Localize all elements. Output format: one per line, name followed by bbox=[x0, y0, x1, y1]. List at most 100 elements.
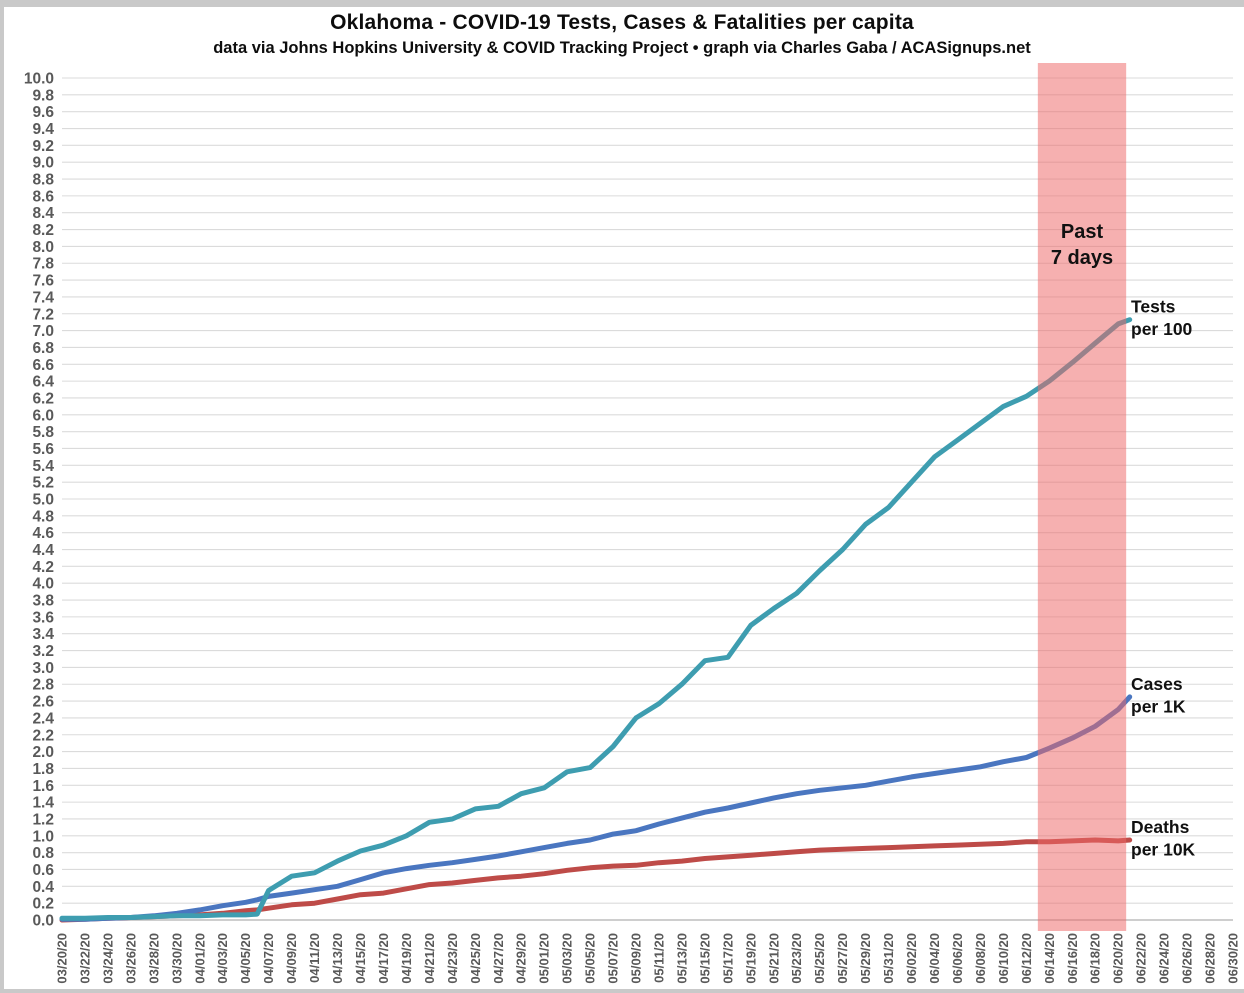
x-tick-label: 03/22/20 bbox=[77, 933, 92, 984]
annotation-deaths: per 10K bbox=[1131, 840, 1196, 860]
x-tick-label: 04/11/20 bbox=[307, 933, 322, 983]
x-tick-label: 04/21/20 bbox=[422, 933, 437, 984]
x-tick-label: 04/13/20 bbox=[330, 933, 345, 984]
x-tick-label: 04/01/20 bbox=[192, 933, 207, 984]
x-tick-label: 05/07/20 bbox=[606, 933, 621, 984]
y-tick-label: 1.2 bbox=[32, 811, 54, 828]
annotation-tests: Tests bbox=[1131, 297, 1176, 317]
x-tick-label: 04/07/20 bbox=[261, 933, 276, 984]
x-tick-label: 03/26/20 bbox=[123, 933, 138, 984]
x-tick-label: 04/15/20 bbox=[353, 933, 368, 984]
y-tick-label: 9.6 bbox=[32, 104, 54, 121]
y-tick-label: 3.8 bbox=[32, 593, 54, 610]
x-tick-label: 05/27/20 bbox=[835, 933, 850, 984]
x-tick-label: 05/23/20 bbox=[789, 933, 804, 984]
y-tick-label: 2.6 bbox=[32, 694, 54, 711]
x-tick-label: 06/22/20 bbox=[1134, 933, 1149, 984]
x-tick-label: 04/23/20 bbox=[445, 933, 460, 984]
y-tick-label: 3.2 bbox=[32, 643, 54, 660]
annotation-cases: Cases bbox=[1131, 674, 1183, 694]
window-border-top bbox=[0, 0, 1244, 7]
x-tick-label: 04/29/20 bbox=[514, 933, 529, 984]
x-tick-label: 06/14/20 bbox=[1042, 933, 1057, 984]
y-tick-label: 7.4 bbox=[32, 289, 54, 306]
annotation-cases: per 1K bbox=[1131, 696, 1186, 716]
window-border-left bbox=[0, 0, 4, 993]
x-tick-label: 05/13/20 bbox=[674, 933, 689, 984]
y-tick-label: 4.2 bbox=[32, 559, 54, 576]
y-tick-label: 2.2 bbox=[32, 727, 54, 744]
y-tick-label: 9.0 bbox=[32, 155, 54, 172]
y-tick-label: 8.0 bbox=[32, 239, 54, 256]
y-tick-label: 2.0 bbox=[32, 744, 54, 761]
deaths-line bbox=[59, 837, 1133, 923]
y-tick-label: 5.0 bbox=[32, 492, 54, 509]
y-tick-label: 6.6 bbox=[32, 357, 54, 374]
y-tick-label: 4.8 bbox=[32, 508, 54, 525]
window-border-bottom bbox=[0, 989, 1244, 993]
y-tick-label: 5.2 bbox=[32, 475, 54, 492]
annotation-tests: per 100 bbox=[1131, 319, 1193, 339]
chart-subtitle: data via Johns Hopkins University & COVI… bbox=[213, 39, 1031, 57]
past-7-days-label: Past bbox=[1061, 221, 1104, 243]
x-tick-label: 06/10/20 bbox=[996, 933, 1011, 984]
y-tick-label: 7.0 bbox=[32, 323, 54, 340]
y-tick-label: 4.0 bbox=[32, 576, 54, 593]
chart-title: Oklahoma - COVID-19 Tests, Cases & Fatal… bbox=[330, 11, 914, 34]
y-tick-label: 1.6 bbox=[32, 778, 54, 795]
x-tick-label: 06/06/20 bbox=[950, 933, 965, 984]
x-tick-label: 05/05/20 bbox=[583, 933, 598, 984]
x-tick-label: 05/17/20 bbox=[720, 933, 735, 984]
x-tick-label: 05/09/20 bbox=[629, 933, 644, 984]
y-tick-label: 1.4 bbox=[32, 795, 54, 812]
x-tick-label: 06/20/20 bbox=[1111, 933, 1126, 984]
x-tick-label: 04/27/20 bbox=[491, 933, 506, 984]
y-tick-label: 6.4 bbox=[32, 374, 54, 391]
y-tick-label: 9.4 bbox=[32, 121, 54, 138]
x-tick-label: 03/24/20 bbox=[100, 933, 115, 984]
y-tick-label: 3.6 bbox=[32, 609, 54, 626]
x-tick-label: 05/25/20 bbox=[812, 933, 827, 984]
y-tick-label: 8.6 bbox=[32, 188, 54, 205]
x-tick-label: 06/08/20 bbox=[973, 933, 988, 984]
y-tick-label: 9.8 bbox=[32, 87, 54, 104]
y-tick-label: 4.6 bbox=[32, 525, 54, 542]
x-tick-label: 05/01/20 bbox=[537, 933, 552, 984]
x-tick-label: 05/29/20 bbox=[858, 933, 873, 984]
y-tick-label: 5.8 bbox=[32, 424, 54, 441]
x-tick-label: 05/19/20 bbox=[743, 933, 758, 984]
y-tick-label: 3.0 bbox=[32, 660, 54, 677]
x-tick-label: 06/04/20 bbox=[927, 933, 942, 984]
x-tick-label: 06/30/20 bbox=[1226, 933, 1241, 984]
x-tick-label: 05/15/20 bbox=[697, 933, 712, 984]
annotation-deaths: Deaths bbox=[1131, 817, 1190, 837]
x-tick-label: 04/09/20 bbox=[284, 933, 299, 984]
y-tick-label: 0.0 bbox=[32, 913, 54, 930]
x-tick-label: 06/02/20 bbox=[904, 933, 919, 984]
x-tick-label: 04/19/20 bbox=[399, 933, 414, 984]
y-tick-label: 1.8 bbox=[32, 761, 54, 778]
y-tick-label: 6.8 bbox=[32, 340, 54, 357]
x-tick-label: 04/05/20 bbox=[238, 933, 253, 984]
y-tick-label: 0.8 bbox=[32, 845, 54, 862]
x-tick-label: 04/25/20 bbox=[468, 933, 483, 984]
past-7-days-band bbox=[1037, 63, 1127, 931]
y-tick-label: 1.0 bbox=[32, 828, 54, 845]
y-tick-label: 2.8 bbox=[32, 677, 54, 694]
y-tick-label: 0.6 bbox=[32, 862, 54, 879]
tests-line bbox=[59, 317, 1133, 921]
y-tick-label: 7.8 bbox=[32, 256, 54, 273]
x-tick-label: 06/16/20 bbox=[1065, 933, 1080, 984]
y-tick-label: 6.0 bbox=[32, 407, 54, 424]
x-tick-label: 05/21/20 bbox=[766, 933, 781, 984]
x-tick-label: 04/03/20 bbox=[215, 933, 230, 984]
x-tick-label: 06/12/20 bbox=[1019, 933, 1034, 984]
cases-line bbox=[59, 694, 1133, 922]
y-tick-label: 10.0 bbox=[24, 71, 54, 88]
y-tick-label: 7.2 bbox=[32, 306, 54, 323]
y-tick-label: 6.2 bbox=[32, 390, 54, 407]
x-tick-label: 03/20/20 bbox=[55, 933, 70, 984]
y-tick-label: 8.2 bbox=[32, 222, 54, 239]
x-tick-label: 03/30/20 bbox=[169, 933, 184, 984]
